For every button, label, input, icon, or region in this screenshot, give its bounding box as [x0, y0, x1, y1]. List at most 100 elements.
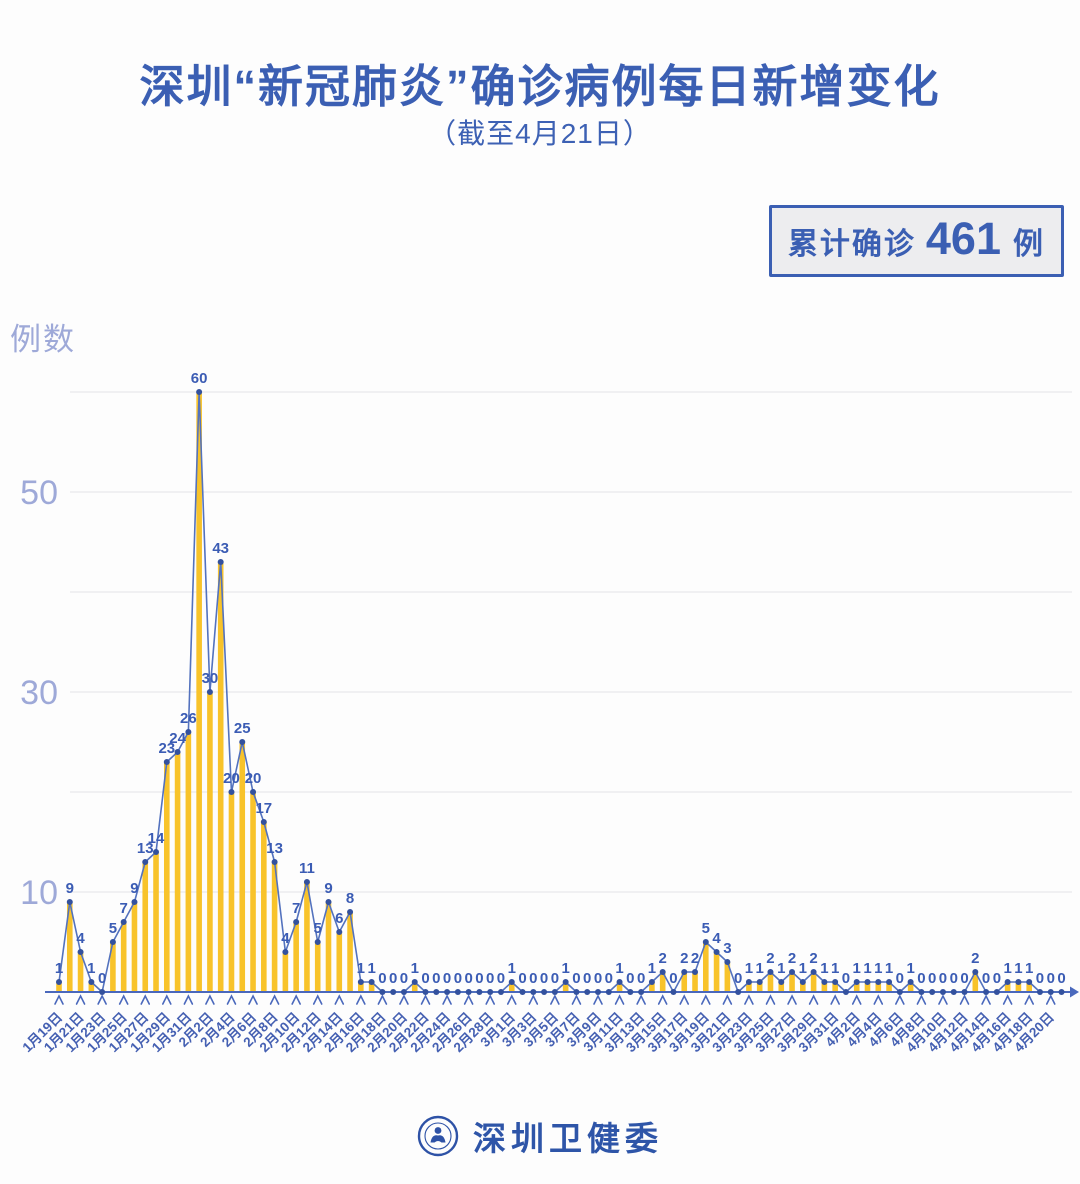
- y-axis-title: 例数: [10, 322, 76, 357]
- svg-text:1: 1: [863, 960, 871, 977]
- logo-person-body: [430, 1135, 446, 1143]
- svg-text:8: 8: [346, 890, 354, 907]
- svg-text:13: 13: [137, 840, 154, 857]
- svg-text:25: 25: [234, 720, 251, 737]
- svg-text:10: 10: [20, 874, 58, 912]
- logo-person-head: [434, 1127, 442, 1134]
- trend-line: [58, 391, 1062, 993]
- svg-text:0: 0: [950, 970, 958, 987]
- svg-text:2: 2: [766, 950, 774, 967]
- svg-text:1: 1: [885, 960, 893, 977]
- svg-text:0: 0: [475, 970, 483, 987]
- y-tick-labels: 10 30 50: [20, 474, 58, 912]
- svg-text:9: 9: [66, 880, 74, 897]
- svg-text:30: 30: [20, 674, 58, 712]
- svg-text:1: 1: [820, 960, 828, 977]
- svg-text:13: 13: [266, 840, 283, 857]
- svg-text:1: 1: [508, 960, 516, 977]
- svg-text:1: 1: [831, 960, 839, 977]
- svg-text:4: 4: [281, 930, 290, 947]
- footer: 深圳卫健委: [0, 1112, 1080, 1160]
- svg-text:0: 0: [626, 970, 634, 987]
- svg-text:0: 0: [98, 970, 106, 987]
- svg-text:5: 5: [702, 920, 710, 937]
- svg-text:0: 0: [464, 970, 472, 987]
- page-title: 深圳“新冠肺炎”确诊病例每日新增变化: [139, 61, 941, 112]
- svg-text:4: 4: [712, 930, 721, 947]
- svg-text:1: 1: [1025, 960, 1033, 977]
- footer-org-name: 深圳卫健委: [473, 1120, 663, 1157]
- svg-text:0: 0: [443, 970, 451, 987]
- svg-text:60: 60: [191, 370, 208, 387]
- badge-prefix-label: 累计确诊: [787, 228, 916, 261]
- svg-text:4: 4: [76, 930, 85, 947]
- shenzhen-health-commission-logo: [417, 1115, 459, 1157]
- svg-text:2: 2: [809, 950, 817, 967]
- svg-text:20: 20: [223, 770, 240, 787]
- svg-text:0: 0: [939, 970, 947, 987]
- svg-text:3: 3: [723, 940, 731, 957]
- svg-text:1: 1: [756, 960, 764, 977]
- svg-text:0: 0: [896, 970, 904, 987]
- svg-text:0: 0: [529, 970, 537, 987]
- value-labels: 1941057913142324266030432025201713471159…: [55, 370, 1066, 987]
- svg-text:0: 0: [1057, 970, 1065, 987]
- svg-text:0: 0: [378, 970, 386, 987]
- svg-text:1: 1: [874, 960, 882, 977]
- svg-text:0: 0: [842, 970, 850, 987]
- svg-text:1: 1: [1014, 960, 1022, 977]
- svg-text:1: 1: [561, 960, 569, 977]
- x-tick-labels: 1月19日1月21日1月23日1月25日1月27日1月29日1月31日2月2日2…: [19, 1010, 1056, 1056]
- svg-text:24: 24: [169, 730, 186, 747]
- svg-text:2: 2: [788, 950, 796, 967]
- svg-text:11: 11: [299, 860, 315, 877]
- svg-text:0: 0: [486, 970, 494, 987]
- svg-text:1: 1: [411, 960, 419, 977]
- svg-text:0: 0: [982, 970, 990, 987]
- x-ticks: [54, 994, 1056, 1005]
- svg-text:5: 5: [109, 920, 117, 937]
- svg-text:0: 0: [917, 970, 925, 987]
- svg-text:0: 0: [637, 970, 645, 987]
- svg-text:1: 1: [367, 960, 375, 977]
- svg-text:43: 43: [212, 540, 229, 557]
- page-subtitle: （截至4月21日）: [428, 118, 652, 149]
- svg-text:0: 0: [669, 970, 677, 987]
- svg-text:0: 0: [1047, 970, 1055, 987]
- svg-text:17: 17: [255, 800, 272, 817]
- svg-text:0: 0: [551, 970, 559, 987]
- svg-text:1: 1: [745, 960, 753, 977]
- svg-text:9: 9: [130, 880, 138, 897]
- cumulative-total-badge: 累计确诊 461 例: [768, 205, 1064, 277]
- svg-text:26: 26: [180, 710, 197, 727]
- svg-text:0: 0: [432, 970, 440, 987]
- svg-text:2: 2: [659, 950, 667, 967]
- svg-text:2: 2: [680, 950, 688, 967]
- svg-text:5: 5: [314, 920, 322, 937]
- svg-text:0: 0: [993, 970, 1001, 987]
- badge-unit-label: 例: [1013, 228, 1045, 261]
- svg-text:0: 0: [928, 970, 936, 987]
- svg-text:7: 7: [120, 900, 128, 917]
- svg-text:1: 1: [853, 960, 861, 977]
- svg-text:1: 1: [87, 960, 95, 977]
- svg-text:1: 1: [799, 960, 807, 977]
- gridlines: [70, 391, 1072, 893]
- svg-text:1: 1: [648, 960, 656, 977]
- svg-text:0: 0: [734, 970, 742, 987]
- svg-text:0: 0: [421, 970, 429, 987]
- svg-text:50: 50: [20, 474, 58, 512]
- svg-text:0: 0: [605, 970, 613, 987]
- svg-text:0: 0: [960, 970, 968, 987]
- svg-text:7: 7: [292, 900, 300, 917]
- data-points: [56, 389, 1065, 995]
- svg-text:0: 0: [572, 970, 580, 987]
- svg-text:0: 0: [594, 970, 602, 987]
- svg-text:1: 1: [357, 960, 365, 977]
- svg-text:2: 2: [691, 950, 699, 967]
- bars: [56, 392, 1032, 992]
- svg-text:0: 0: [454, 970, 462, 987]
- svg-text:2: 2: [971, 950, 979, 967]
- svg-text:0: 0: [583, 970, 591, 987]
